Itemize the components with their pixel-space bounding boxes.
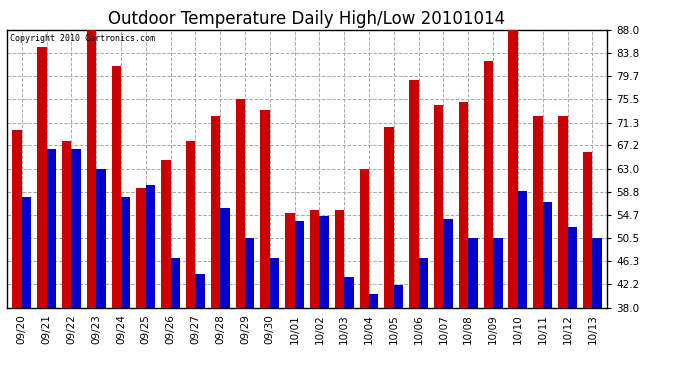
Bar <box>186 141 195 308</box>
Bar <box>121 196 130 308</box>
Bar <box>112 66 121 308</box>
Text: Copyright 2010 Cartronics.com: Copyright 2010 Cartronics.com <box>10 34 155 43</box>
Bar <box>394 285 403 308</box>
Bar <box>409 80 419 308</box>
Bar <box>369 294 379 308</box>
Bar <box>484 60 493 308</box>
Bar <box>493 238 502 308</box>
Bar <box>335 210 344 308</box>
Bar <box>310 210 319 308</box>
Bar <box>509 30 518 308</box>
Bar <box>96 169 106 308</box>
Bar <box>260 111 270 308</box>
Bar <box>583 152 592 308</box>
Bar <box>47 149 56 308</box>
Bar <box>558 116 567 308</box>
Bar <box>543 202 552 308</box>
Bar <box>533 116 543 308</box>
Bar <box>62 141 71 308</box>
Bar <box>344 277 354 308</box>
Bar <box>211 116 220 308</box>
Bar <box>384 127 394 308</box>
Bar <box>161 160 170 308</box>
Bar <box>567 227 577 308</box>
Title: Outdoor Temperature Daily High/Low 20101014: Outdoor Temperature Daily High/Low 20101… <box>108 10 506 28</box>
Bar <box>285 213 295 308</box>
Bar <box>459 102 469 308</box>
Bar <box>235 99 245 308</box>
Bar <box>87 30 96 308</box>
Bar <box>270 258 279 307</box>
Bar <box>195 274 205 308</box>
Bar <box>434 105 444 308</box>
Bar <box>146 185 155 308</box>
Bar <box>170 258 180 307</box>
Bar <box>37 46 47 308</box>
Bar <box>319 216 329 308</box>
Bar <box>592 238 602 308</box>
Bar <box>518 191 527 308</box>
Bar <box>22 196 31 308</box>
Bar <box>295 222 304 308</box>
Bar <box>220 208 230 308</box>
Bar <box>444 219 453 308</box>
Bar <box>71 149 81 308</box>
Bar <box>469 238 477 308</box>
Bar <box>12 130 22 308</box>
Bar <box>419 258 428 307</box>
Bar <box>137 188 146 308</box>
Bar <box>245 238 255 308</box>
Bar <box>359 169 369 308</box>
